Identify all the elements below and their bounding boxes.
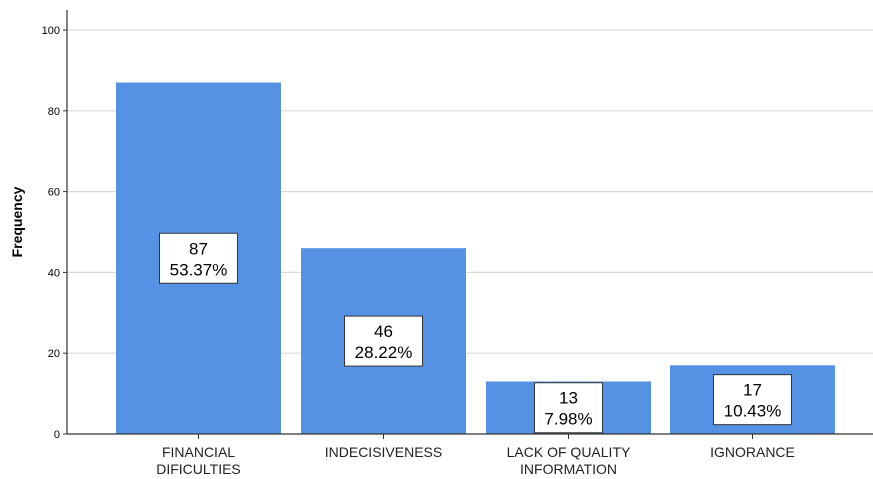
y-tick-label: 0 bbox=[54, 429, 60, 441]
data-label-percent: 53.37% bbox=[170, 260, 228, 279]
data-labels: 87 53.37% 46 28.22% 13 7.98% 17 10.43% bbox=[159, 232, 792, 434]
data-label-count: 46 bbox=[374, 322, 393, 341]
data-label-background bbox=[159, 232, 238, 284]
data-label-percent: 10.43% bbox=[724, 402, 782, 421]
data-label-box: 17 10.43% bbox=[713, 374, 792, 426]
data-label-percent: 28.22% bbox=[355, 343, 413, 362]
data-label-box: 46 28.22% bbox=[344, 315, 423, 367]
data-label-background bbox=[713, 374, 792, 426]
data-label-background bbox=[344, 315, 423, 367]
x-category-label: INFORMATION bbox=[520, 461, 617, 477]
y-tick-label: 80 bbox=[48, 106, 60, 118]
x-category-label: INDECISIVENESS bbox=[325, 444, 442, 460]
x-category-label: FINANCIAL bbox=[162, 444, 235, 460]
data-label-count: 87 bbox=[189, 239, 208, 258]
y-tick-label: 60 bbox=[48, 187, 60, 199]
x-category-label: IGNORANCE bbox=[710, 444, 795, 460]
data-label-background bbox=[534, 382, 603, 434]
x-category-label: LACK OF QUALITY bbox=[507, 444, 631, 460]
data-label-box: 87 53.37% bbox=[159, 232, 238, 284]
data-label-box: 13 7.98% bbox=[534, 382, 603, 434]
y-tick-label: 100 bbox=[42, 25, 60, 37]
y-axis-title: Frequency bbox=[9, 186, 25, 257]
data-label-count: 17 bbox=[743, 381, 762, 400]
y-tick-label: 40 bbox=[48, 267, 60, 279]
y-tick-labels: 0 20 40 60 80 100 bbox=[42, 25, 67, 441]
data-label-percent: 7.98% bbox=[544, 410, 592, 429]
data-label-count: 13 bbox=[559, 389, 578, 408]
x-category-label: DIFICULTIES bbox=[156, 461, 241, 477]
axes-group bbox=[66, 10, 873, 435]
y-tick-label: 20 bbox=[48, 348, 60, 360]
